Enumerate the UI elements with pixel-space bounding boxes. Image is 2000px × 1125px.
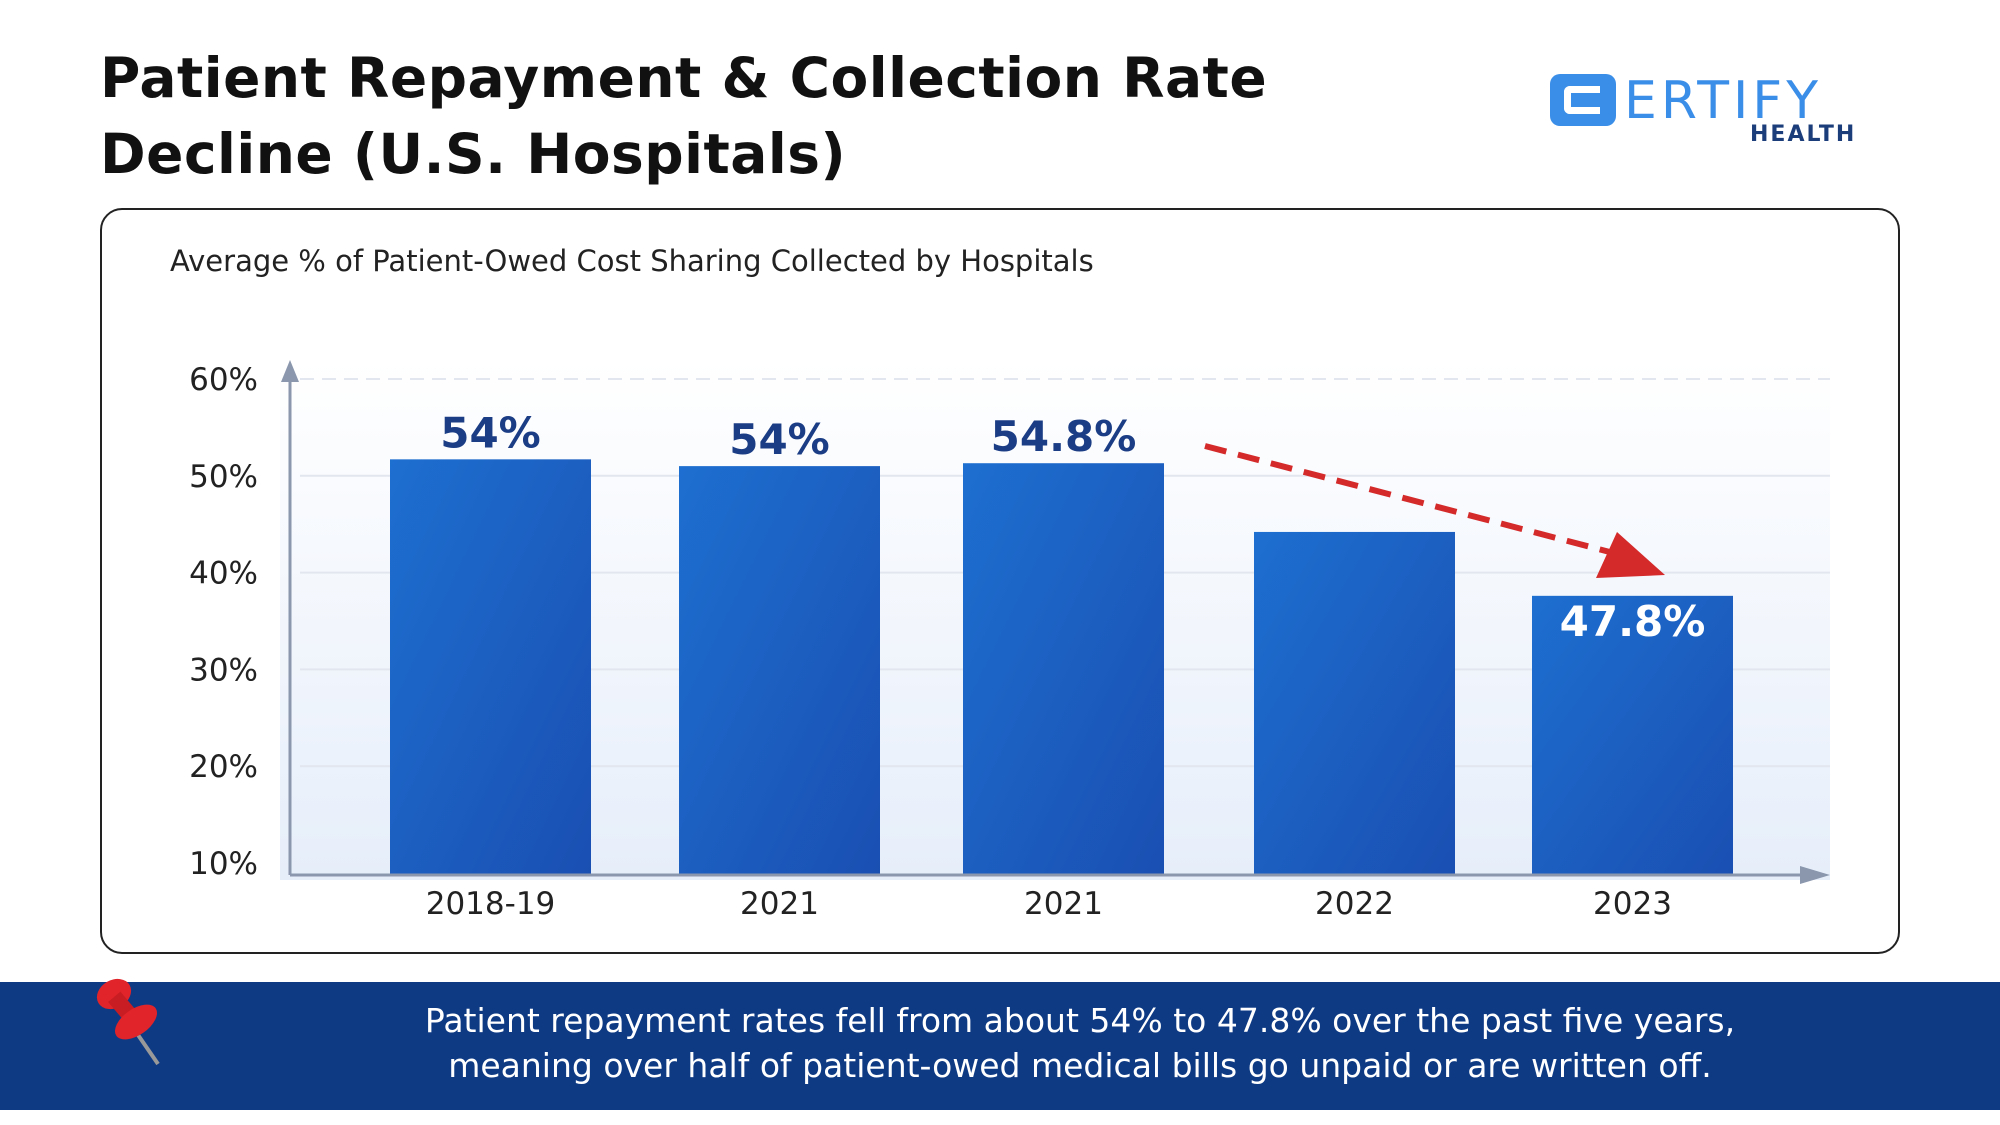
footer-text: Patient repayment rates fell from about … [230, 998, 1930, 1088]
footer-line-2: meaning over half of patient-owed medica… [448, 1046, 1712, 1085]
logo-wordmark: ERTIFY [1624, 71, 1822, 131]
y-axis-arrowhead [281, 360, 299, 382]
logo-subtext: HEALTH [1750, 122, 1857, 147]
data-label: 54% [729, 415, 830, 464]
x-tick-label: 2021 [1024, 886, 1103, 922]
footer-banner: Patient repayment rates fell from about … [0, 982, 2000, 1110]
y-tick-label: 60% [189, 362, 258, 398]
y-tick-label: 50% [189, 459, 258, 495]
trend-arrow-line [1204, 443, 1626, 559]
bar-2021 [963, 463, 1164, 875]
bar-2023 [1532, 595, 1733, 875]
y-tick-label: 20% [189, 749, 258, 785]
x-tick-label: 2021 [740, 886, 819, 922]
y-tick-label: 30% [189, 652, 258, 688]
x-tick-label: 2023 [1593, 886, 1672, 922]
certify-health-logo: ERTIFY HEALTH [1550, 72, 1910, 148]
y-tick-label: 40% [189, 556, 258, 592]
title-line-1: Patient Repayment & Collection Rate [100, 46, 1268, 110]
x-axis-arrowhead [1800, 866, 1830, 884]
bar-2018-19 [390, 459, 591, 875]
data-label: 54.8% [991, 412, 1137, 461]
chart-title: Average % of Patient-Owed Cost Sharing C… [170, 244, 1094, 278]
y-tick-label: 10% [189, 846, 258, 882]
logo-c-mark [1550, 74, 1616, 126]
footer-line-1: Patient repayment rates fell from about … [424, 1001, 1736, 1040]
data-label: 47.8% [1560, 597, 1706, 646]
bar-2021 [679, 466, 880, 875]
data-label: 54% [440, 408, 541, 457]
page-title: Patient Repayment & Collection Rate Decl… [100, 40, 1267, 192]
x-tick-label: 2022 [1315, 886, 1394, 922]
trend-arrowhead-icon [1596, 532, 1665, 578]
bar-2022 [1254, 531, 1455, 875]
title-line-2: Decline (U.S. Hospitals) [100, 122, 847, 186]
x-tick-label: 2018-19 [426, 886, 556, 922]
pushpin-icon [96, 978, 160, 1066]
